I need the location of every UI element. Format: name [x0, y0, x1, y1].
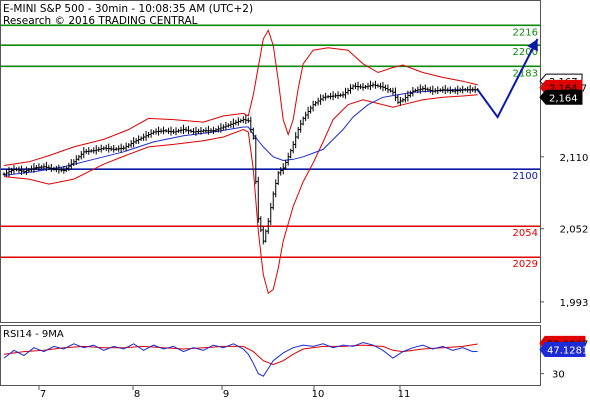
chart-subtitle: Research © 2016 TRADING CENTRAL: [3, 15, 198, 27]
rsi-value-tag-box: [539, 342, 586, 358]
rsi-line: [3, 341, 478, 377]
chart-title: E-MINI S&P 500 - 30min - 10:08:35 AM (UT…: [3, 3, 253, 15]
bollinger-upper-line: [3, 29, 478, 166]
rsi-value-tag-label: 47.1281: [547, 346, 588, 357]
y-tick-label: 1,993: [560, 298, 589, 309]
x-tick-label: 11: [398, 389, 411, 400]
rsi-y-tick-label: 30: [552, 370, 565, 381]
level-label-2183: 2183: [513, 68, 538, 79]
price-tag-label: 2,164: [549, 93, 578, 104]
rsi-panel-area: [0, 325, 541, 386]
main-chart-area: [0, 0, 541, 323]
x-tick-label: 10: [312, 389, 325, 400]
forecast-path: [476, 38, 539, 120]
rsi-value-tag: 47.1281: [539, 342, 588, 358]
price-tag-box: [539, 89, 583, 105]
x-tick-label: 9: [223, 389, 229, 400]
level-label-2029: 2029: [513, 259, 538, 270]
rsi-panel-title: RSI14 - 9MA: [3, 329, 64, 340]
bollinger-lower-line: [3, 94, 478, 295]
x-tick-label: 7: [40, 389, 46, 400]
forecast-arrow-head: [527, 39, 538, 52]
y-tick-label: 2,052: [560, 225, 589, 236]
level-label-2200: 2200: [513, 47, 538, 58]
price-tag: 2,164: [539, 89, 583, 105]
price-tag-label: 2,164.7: [549, 83, 587, 94]
x-tick-label: 8: [134, 389, 140, 400]
y-tick-label: 2,110: [560, 153, 589, 164]
level-label-2216: 2216: [513, 27, 538, 38]
level-label-2100: 2100: [513, 171, 538, 182]
level-label-2054: 2054: [513, 228, 538, 239]
